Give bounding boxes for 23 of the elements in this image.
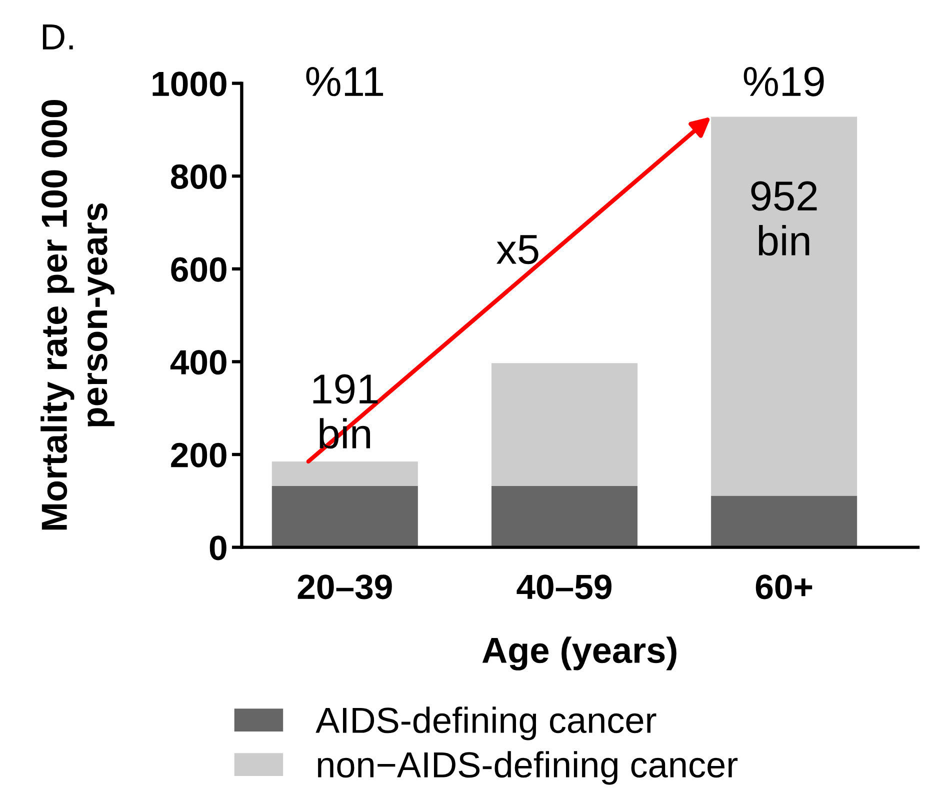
x-axis-title: Age (years) — [482, 636, 676, 670]
x-tick-label: 60+ — [756, 574, 812, 600]
x-tick-label: 40–59 — [516, 574, 612, 600]
bar — [272, 461, 418, 486]
y-tick-label: 200 — [171, 442, 226, 468]
y-tick-label: 400 — [170, 350, 226, 375]
y-axis-title: Mortality rate per 100 000 person-years — [40, 100, 114, 530]
chart-title: D. — [42, 24, 73, 50]
bar — [491, 363, 638, 486]
annotation: %19 — [744, 66, 824, 96]
y-tick-label: 800 — [170, 164, 226, 190]
legend-label: non−AIDS-defining cancer — [318, 751, 738, 785]
legend-label: AIDS-defining cancer — [316, 706, 656, 740]
annotation: %11 — [306, 67, 384, 96]
annotation: x5 — [496, 235, 538, 264]
bar — [272, 486, 418, 548]
y-tick-label: 1000 — [152, 72, 226, 96]
bar — [711, 496, 858, 548]
annotation: 952 bin — [751, 181, 817, 256]
bar — [491, 486, 638, 548]
x-tick-label: 20–39 — [298, 574, 392, 600]
y-tick-label: 0 — [210, 536, 226, 560]
y-tick-label: 600 — [171, 257, 226, 282]
